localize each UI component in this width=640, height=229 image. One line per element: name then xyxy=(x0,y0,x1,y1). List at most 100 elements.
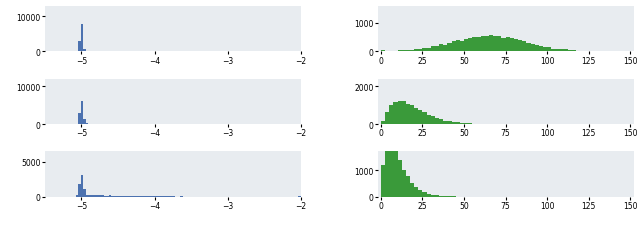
Bar xyxy=(422,192,427,197)
Bar xyxy=(88,195,91,197)
Bar xyxy=(439,196,444,197)
Bar xyxy=(427,116,431,125)
Bar xyxy=(157,196,160,197)
Bar xyxy=(81,102,83,125)
Bar xyxy=(431,117,435,125)
Bar xyxy=(539,47,543,52)
Bar xyxy=(410,106,414,125)
Bar xyxy=(101,124,104,125)
Bar xyxy=(88,124,91,125)
Bar xyxy=(145,196,147,197)
Bar xyxy=(410,50,414,52)
Bar xyxy=(111,124,114,125)
Bar xyxy=(127,196,129,197)
Bar xyxy=(485,37,489,52)
Bar xyxy=(142,196,145,197)
Bar xyxy=(91,195,93,197)
Bar xyxy=(477,38,481,52)
Bar xyxy=(522,41,526,52)
Bar xyxy=(444,121,447,125)
Bar xyxy=(81,175,83,197)
Bar xyxy=(447,196,452,197)
Bar xyxy=(78,42,81,52)
Bar xyxy=(481,37,485,52)
Bar xyxy=(134,196,137,197)
Bar xyxy=(464,40,468,52)
Bar xyxy=(531,45,534,52)
Bar xyxy=(410,183,414,197)
Bar xyxy=(155,196,157,197)
Bar xyxy=(543,47,547,52)
Bar xyxy=(385,140,389,197)
Bar xyxy=(86,124,88,125)
Bar xyxy=(83,189,86,197)
Bar xyxy=(444,46,447,52)
Bar xyxy=(439,45,444,52)
Bar xyxy=(106,196,109,197)
Bar xyxy=(477,124,481,125)
Bar xyxy=(93,195,96,197)
Bar xyxy=(78,114,81,125)
Bar xyxy=(547,48,551,52)
Bar xyxy=(381,51,385,52)
Bar xyxy=(435,47,439,52)
Bar xyxy=(394,103,397,125)
Bar xyxy=(468,124,472,125)
Bar xyxy=(402,170,406,197)
Bar xyxy=(106,124,109,125)
Bar xyxy=(78,184,81,197)
Bar xyxy=(514,40,518,52)
Bar xyxy=(551,49,556,52)
Bar xyxy=(86,195,88,197)
Bar xyxy=(83,120,86,125)
Bar xyxy=(160,196,163,197)
Bar xyxy=(150,196,152,197)
Bar xyxy=(147,196,150,197)
Bar xyxy=(518,41,522,52)
Bar xyxy=(163,196,165,197)
Bar xyxy=(414,50,419,52)
Bar xyxy=(447,44,452,52)
Bar xyxy=(414,188,419,197)
Bar xyxy=(99,195,101,197)
Bar xyxy=(129,196,132,197)
Bar xyxy=(76,196,78,197)
Bar xyxy=(444,196,447,197)
Bar xyxy=(76,124,78,125)
Bar xyxy=(397,51,402,52)
Bar xyxy=(402,51,406,52)
Bar xyxy=(572,51,576,52)
Bar xyxy=(402,101,406,125)
Bar xyxy=(422,113,427,125)
Bar xyxy=(493,37,497,52)
Bar xyxy=(93,124,96,125)
Bar xyxy=(168,196,170,197)
Bar xyxy=(568,51,572,52)
Bar xyxy=(460,42,464,52)
Bar xyxy=(389,141,394,197)
Bar xyxy=(83,50,86,52)
Bar xyxy=(556,49,559,52)
Bar xyxy=(406,104,410,125)
Bar xyxy=(397,101,402,125)
Bar xyxy=(419,190,422,197)
Bar xyxy=(526,44,531,52)
Bar xyxy=(506,38,509,52)
Bar xyxy=(431,195,435,197)
Bar xyxy=(381,165,385,197)
Bar xyxy=(422,49,427,52)
Bar xyxy=(394,149,397,197)
Bar xyxy=(119,196,122,197)
Bar xyxy=(447,122,452,125)
Bar xyxy=(456,41,460,52)
Bar xyxy=(101,196,104,197)
Bar xyxy=(385,112,389,125)
Bar xyxy=(109,196,111,197)
Bar xyxy=(452,122,456,125)
Bar xyxy=(489,36,493,52)
Bar xyxy=(419,49,422,52)
Bar xyxy=(435,118,439,125)
Bar xyxy=(81,25,83,52)
Bar xyxy=(132,196,134,197)
Bar xyxy=(460,123,464,125)
